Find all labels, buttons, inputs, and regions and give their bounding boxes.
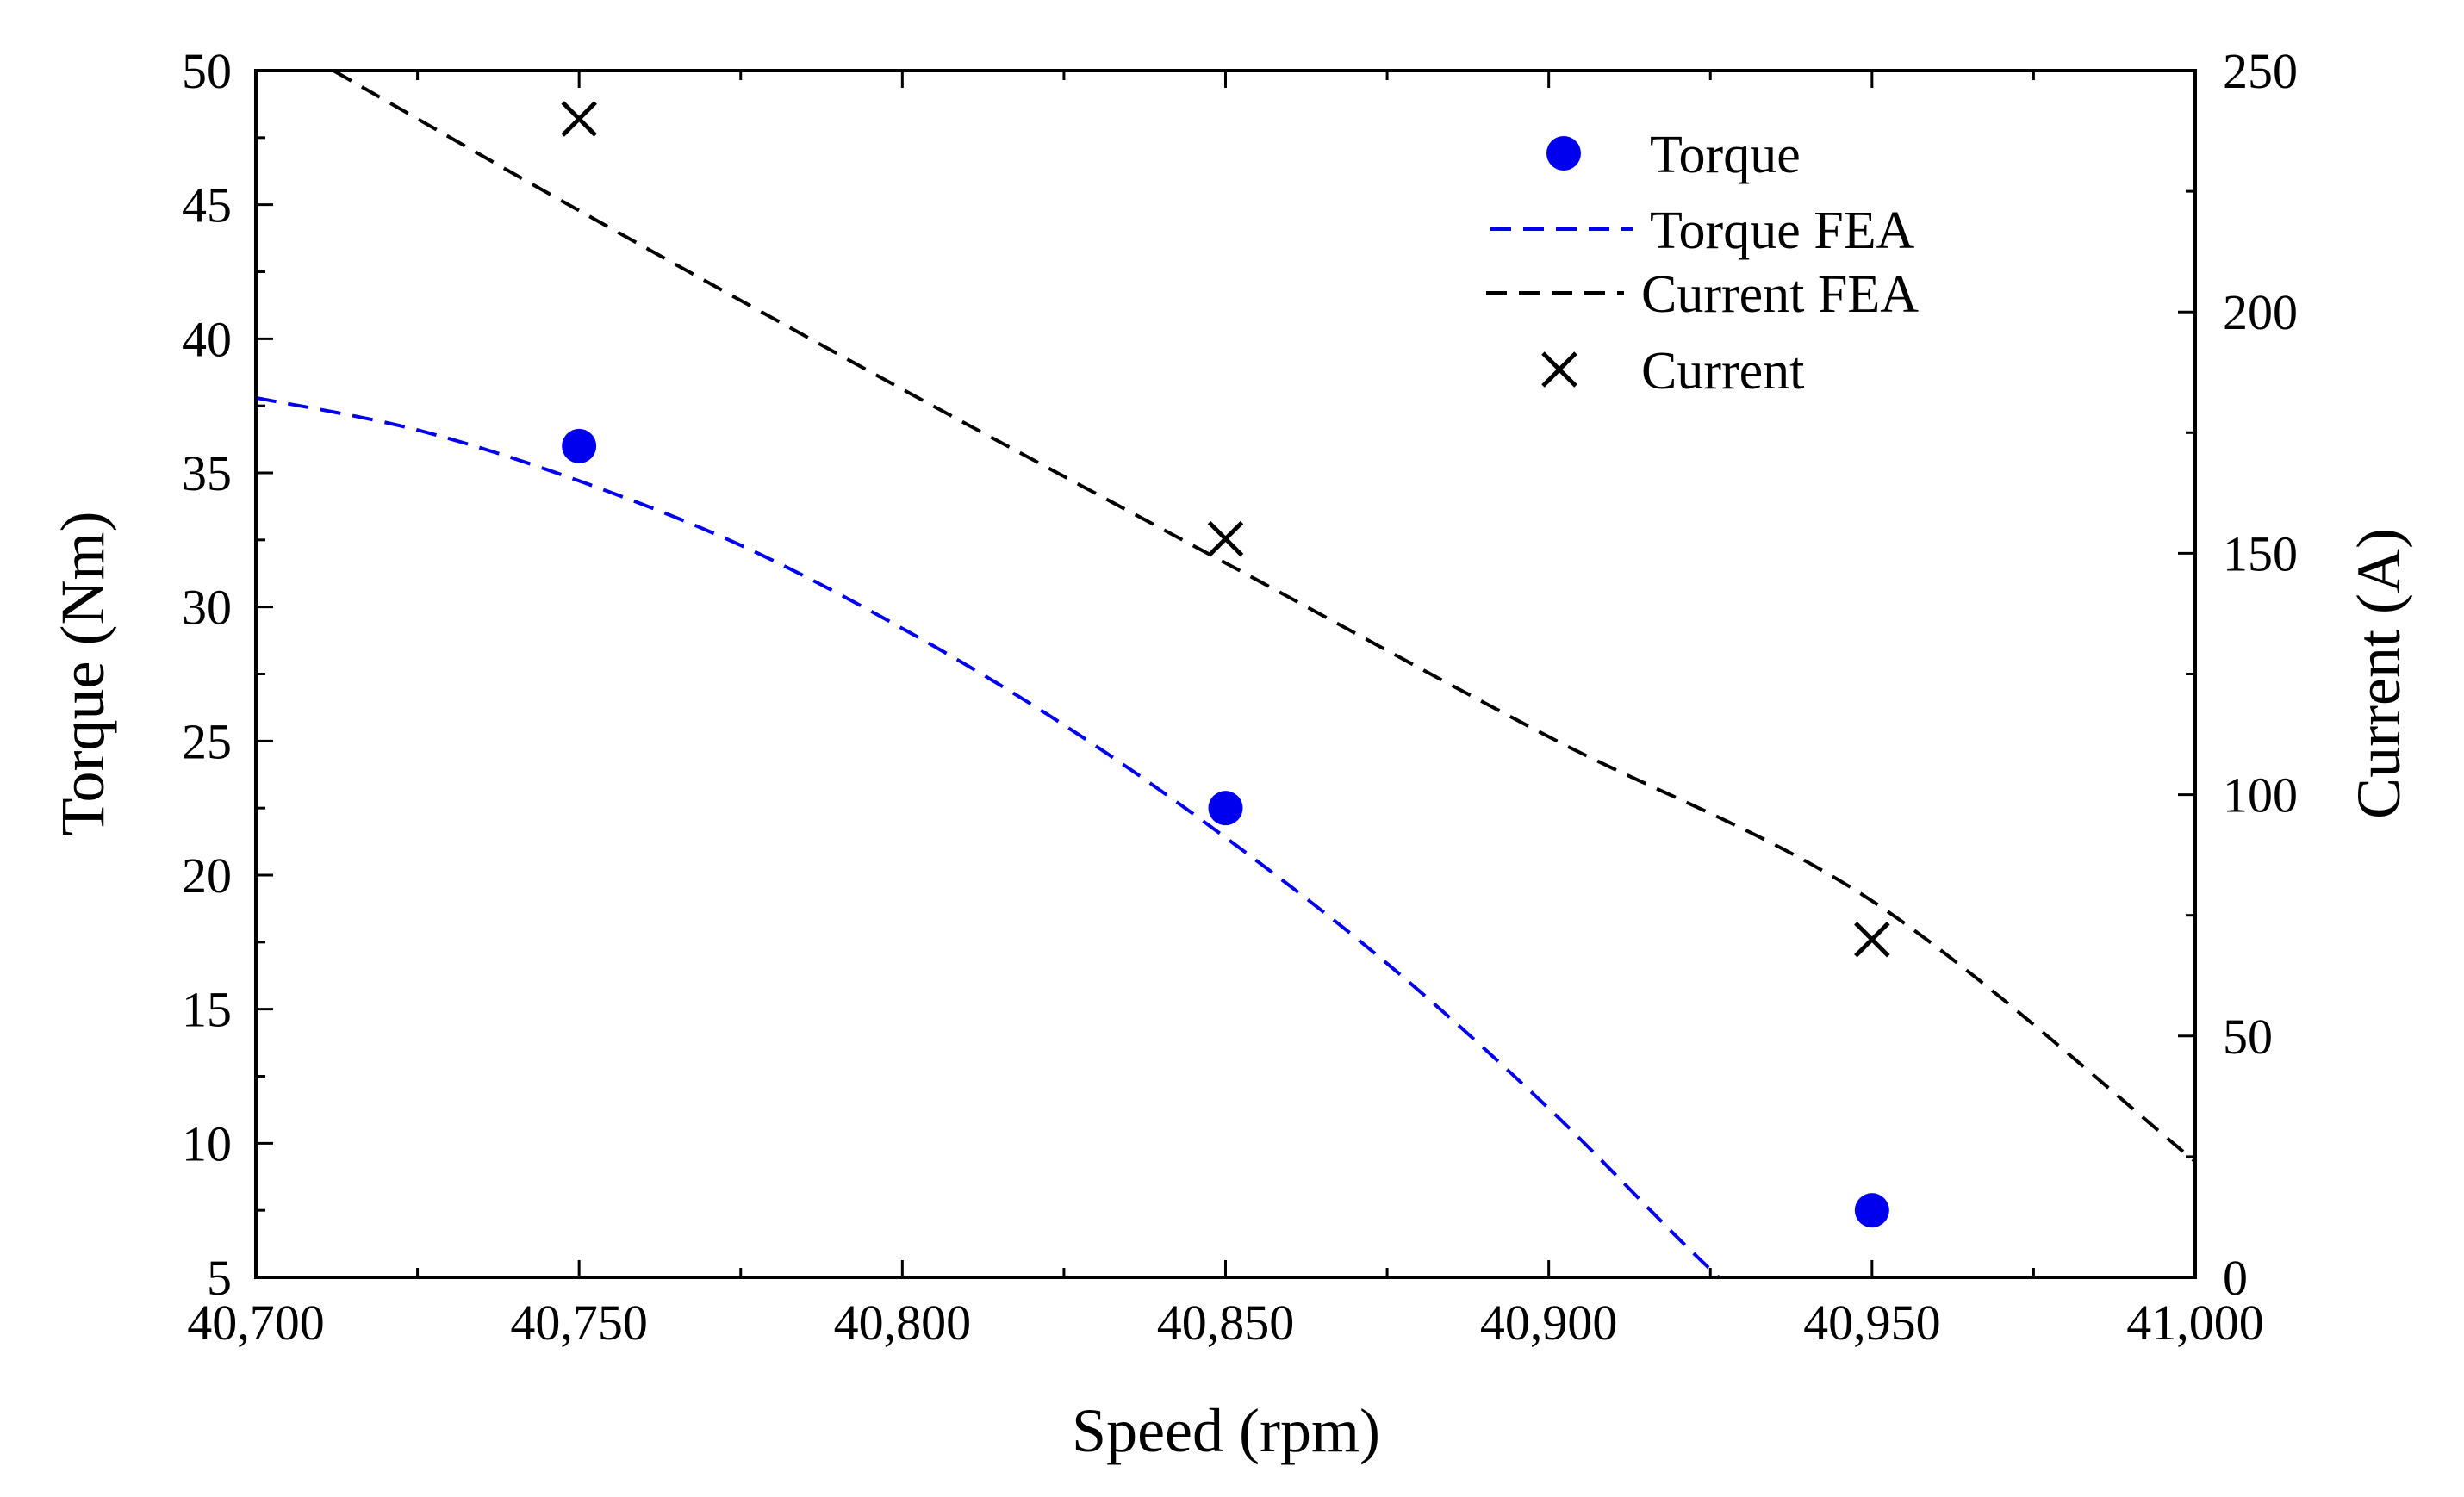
- y2-axis-title: Current (A): [2344, 528, 2413, 819]
- legend-current-marker: [1541, 351, 1577, 388]
- y-tick-label: 45: [182, 177, 232, 233]
- y2-tick-label: 150: [2223, 525, 2298, 581]
- y-tick-label: 25: [182, 713, 232, 769]
- x-tick-label: 40,750: [510, 1295, 648, 1351]
- y2-tick-label: 50: [2223, 1009, 2273, 1065]
- ticks-layer: [254, 69, 2197, 1279]
- legend-torque-label: Torque: [1650, 126, 1801, 184]
- y-tick-label: 30: [182, 580, 232, 636]
- legend-torque-marker: [1546, 136, 1581, 171]
- x-tick-label: 40,950: [1803, 1295, 1941, 1351]
- legend-torque-fea-label: Torque FEA: [1650, 202, 1915, 260]
- y-tick-label: 20: [182, 848, 232, 904]
- current-point: [1207, 520, 1244, 557]
- y-tick-label: 5: [207, 1250, 232, 1306]
- y2-tick-label: 200: [2223, 284, 2298, 340]
- legend: Torque Torque FEA Current FEA Current: [1486, 126, 1919, 401]
- y-tick-label: 10: [182, 1115, 232, 1171]
- y2-tick-label: 250: [2223, 43, 2298, 99]
- y-tick-label: 15: [182, 982, 232, 1038]
- torque-point: [562, 428, 597, 463]
- legend-current-fea-label: Current FEA: [1641, 265, 1919, 324]
- x-tick-label: 40,850: [1157, 1295, 1295, 1351]
- x-tick-label: 40,900: [1480, 1295, 1618, 1351]
- y-tick-label: 35: [182, 445, 232, 501]
- marker-layer: [561, 101, 1890, 1228]
- x-tick-label: 40,700: [187, 1295, 325, 1351]
- y-tick-label: 40: [182, 311, 232, 367]
- x-tick-label: 40,800: [834, 1295, 972, 1351]
- current-fea-line: [333, 69, 2197, 1164]
- y2-tick-label: 0: [2223, 1250, 2248, 1306]
- x-tick-label: 41,000: [2126, 1295, 2264, 1351]
- x-axis-title: Speed (rpm): [1072, 1396, 1380, 1465]
- series-layer: [255, 69, 2197, 1279]
- tick-labels-layer: 40,700 40,750 40,800 40,850 40,900 40,950 41,0…: [182, 43, 2298, 1351]
- y-axis-title: Torque (Nm): [48, 512, 117, 836]
- torque-fea-line: [255, 395, 1724, 1279]
- current-point: [561, 101, 597, 137]
- current-point: [1854, 921, 1890, 958]
- torque-point: [1854, 1193, 1889, 1228]
- torque-point: [1208, 791, 1243, 826]
- y-tick-label: 50: [182, 43, 232, 99]
- legend-current-label: Current: [1641, 342, 1804, 401]
- y2-tick-label: 100: [2223, 767, 2298, 823]
